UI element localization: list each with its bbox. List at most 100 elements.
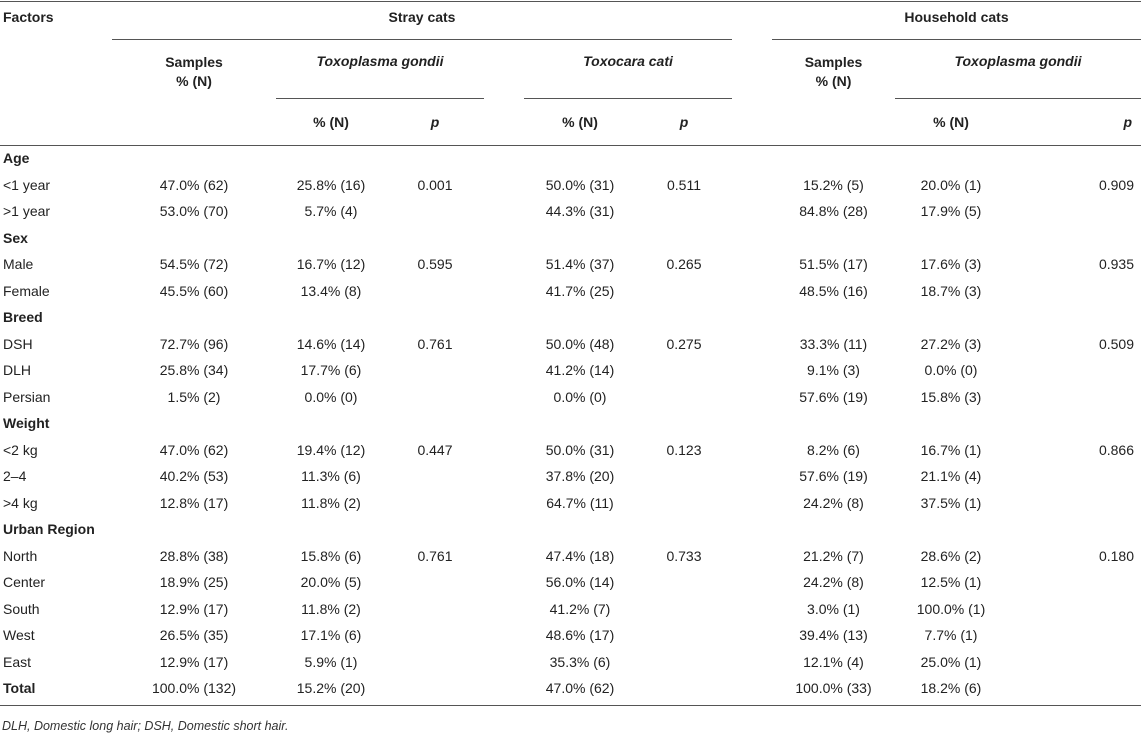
cell-stray-toxoplasma-p: 0.447	[417, 441, 453, 458]
cell-household-samples: 33.3% (11)	[799, 335, 868, 352]
cell-household-toxoplasma-pct: 17.6% (3)	[920, 256, 982, 273]
row-label: <2 kg	[3, 441, 38, 458]
section-row: Sex	[0, 225, 1141, 252]
cell-household-toxoplasma-pct: 25.0% (1)	[920, 653, 982, 670]
cell-household-samples: 12.1% (4)	[803, 653, 864, 670]
table-row: DSH 72.7% (96) 14.6% (14) 0.761 50.0% (48) 0.…	[0, 331, 1141, 358]
row-label: East	[3, 653, 32, 670]
cell-stray-samples: 47.0% (62)	[159, 176, 229, 193]
cell-stray-toxocara-p: 0.275	[666, 335, 702, 352]
data-table: Factors Stray cats Household cats Sample…	[0, 0, 1141, 702]
cell-household-toxoplasma-p	[1007, 675, 1141, 702]
cell-household-toxoplasma-p	[1007, 596, 1141, 623]
row-label: 2–4	[3, 468, 27, 485]
cell-stray-toxocara-p	[636, 569, 732, 596]
cell-household-toxoplasma-p: 0.180	[1098, 547, 1134, 564]
cell-stray-toxoplasma-pct: 15.8% (6)	[300, 547, 362, 564]
cell-household-samples: 57.6% (19)	[799, 468, 868, 485]
cell-household-toxoplasma-p	[1007, 198, 1141, 225]
cell-household-samples: 15.2% (5)	[803, 176, 864, 193]
cell-stray-samples: 25.8% (34)	[159, 362, 229, 379]
cell-stray-toxoplasma-pct: 11.3% (6)	[301, 468, 361, 485]
section-row: Urban Region	[0, 516, 1141, 543]
cell-stray-samples: 26.5% (35)	[159, 627, 229, 644]
cell-stray-samples: 12.8% (17)	[159, 494, 229, 511]
table-row: Center 18.9% (25) 20.0% (5) 56.0% (14) 24.2%…	[0, 569, 1141, 596]
total-row: Total 100.0% (132) 15.2% (20) 47.0% (62) 100…	[0, 675, 1141, 702]
table-body: Age <1 year 47.0% (62) 25.8% (16) 0.001 50.0%…	[0, 145, 1141, 702]
cell-stray-toxoplasma-p	[386, 490, 484, 517]
cell-household-toxoplasma-p	[1007, 384, 1141, 411]
cell-stray-toxoplasma-pct: 14.6% (14)	[296, 335, 366, 352]
cell-household-toxoplasma-p: 0.866	[1098, 441, 1134, 458]
header-household-cats: Household cats	[772, 0, 1141, 40]
cell-household-toxoplasma-pct: 7.7% (1)	[924, 627, 978, 644]
table-row: >1 year 53.0% (70) 5.7% (4) 44.3% (31) 84.8%…	[0, 198, 1141, 225]
cell-household-toxoplasma-p: 0.909	[1098, 176, 1134, 193]
cell-household-toxoplasma-pct: 37.5% (1)	[920, 494, 982, 511]
section-label: Age	[3, 150, 30, 167]
cell-stray-toxocara-p: 0.511	[667, 176, 701, 193]
cell-stray-samples: 47.0% (62)	[159, 441, 229, 458]
cell-household-toxoplasma-p	[1007, 490, 1141, 517]
cell-household-samples: 48.5% (16)	[799, 282, 868, 299]
cell-stray-toxoplasma-pct: 5.7% (4)	[304, 203, 358, 220]
section-label: Urban Region	[3, 521, 95, 538]
cell-household-toxoplasma-p	[1007, 649, 1141, 676]
cell-stray-toxoplasma-p: 0.761	[417, 335, 453, 352]
cell-stray-toxoplasma-p	[386, 596, 484, 623]
header-stray-toxo-p: p	[430, 113, 440, 130]
row-label: DLH	[3, 362, 32, 379]
table-row: East 12.9% (17) 5.9% (1) 35.3% (6) 12.1% (4)…	[0, 649, 1141, 676]
cell-household-toxoplasma-pct: 100.0% (1)	[916, 600, 986, 617]
row-label: Persian	[3, 388, 51, 405]
row-label: North	[3, 547, 38, 564]
cell-stray-samples: 12.9% (17)	[159, 600, 229, 617]
table-row: 2–4 40.2% (53) 11.3% (6) 37.8% (20) 57.6% (1…	[0, 463, 1141, 490]
cell-stray-samples: 28.8% (38)	[159, 547, 229, 564]
cell-household-toxoplasma-pct: 12.5% (1)	[920, 574, 982, 591]
cell-stray-samples: 54.5% (72)	[159, 256, 229, 273]
cell-stray-toxocara-pct: 56.0% (14)	[545, 574, 615, 591]
header-household-toxo-p: p	[1123, 113, 1132, 130]
cell-household-samples: 9.1% (3)	[807, 362, 860, 379]
cell-household-toxoplasma-p	[1007, 278, 1141, 305]
header-factors: Factors	[3, 9, 54, 25]
cell-stray-toxoplasma-pct: 13.4% (8)	[300, 282, 362, 299]
section-label: Weight	[3, 415, 50, 432]
cell-stray-samples: 40.2% (53)	[159, 468, 229, 485]
cell-household-samples: 57.6% (19)	[799, 388, 868, 405]
section-row: Breed	[0, 304, 1141, 331]
cell-stray-toxocara-pct: 48.6% (17)	[545, 627, 615, 644]
cell-stray-toxoplasma-pct: 20.0% (5)	[300, 574, 362, 591]
cell-stray-toxoplasma-p	[386, 622, 484, 649]
header-household-samples: Samples % (N)	[804, 53, 863, 89]
table-row: <2 kg 47.0% (62) 19.4% (12) 0.447 50.0% (31)…	[0, 437, 1141, 464]
cell-household-toxoplasma-pct: 18.7% (3)	[920, 282, 982, 299]
section-label: Breed	[3, 309, 43, 326]
section-row: Weight	[0, 410, 1141, 437]
cell-stray-samples: 45.5% (60)	[159, 282, 229, 299]
cell-stray-toxoplasma-pct: 17.1% (6)	[300, 627, 362, 644]
cell-stray-toxocara-p	[636, 596, 732, 623]
cell-stray-toxoplasma-pct: 0.0% (0)	[304, 388, 358, 405]
cell-stray-toxocara-pct: 50.0% (48)	[545, 335, 615, 352]
header-stray-toxoplasma: Toxoplasma gondii	[276, 39, 484, 99]
cell-household-toxoplasma-pct: 17.9% (5)	[920, 203, 982, 220]
cell-household-toxoplasma-p	[1007, 357, 1141, 384]
cell-stray-toxocara-p	[636, 198, 732, 225]
table-row: Male 54.5% (72) 16.7% (12) 0.595 51.4% (37) 0…	[0, 251, 1141, 278]
cell-stray-toxoplasma-pct: 17.7% (6)	[300, 362, 362, 379]
cell-stray-toxoplasma-p: 0.595	[417, 256, 453, 273]
cell-stray-toxocara-p	[636, 622, 732, 649]
section-label: Sex	[3, 229, 28, 246]
cell-household-toxoplasma-pct: 21.1% (4)	[920, 468, 982, 485]
cell-stray-samples: 72.7% (96)	[159, 335, 229, 352]
cell-household-toxoplasma-pct: 27.2% (3)	[920, 335, 982, 352]
table-row: South 12.9% (17) 11.8% (2) 41.2% (7) 3.0% (1…	[0, 596, 1141, 623]
row-label: Center	[3, 574, 46, 591]
cell-stray-toxoplasma-p	[386, 463, 484, 490]
table-row: North 28.8% (38) 15.8% (6) 0.761 47.4% (18) 0…	[0, 543, 1141, 570]
table-row: Persian 1.5% (2) 0.0% (0) 0.0% (0) 57.6% (19…	[0, 384, 1141, 411]
